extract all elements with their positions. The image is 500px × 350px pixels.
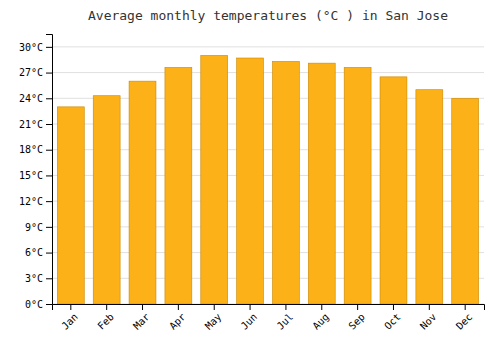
tick: 0°C [25,299,52,310]
tick: May [203,304,224,332]
tick: 9°C [25,222,52,233]
tick-label: Mar [131,311,152,332]
grid [52,47,484,304]
tick-mark [357,304,358,310]
bar [165,67,192,304]
tick-mark [250,304,251,310]
tick-mark [46,253,52,254]
bar [416,90,443,304]
tick-label: 24°C [19,93,43,104]
tick-mark [178,304,179,310]
tick: 18°C [19,144,52,155]
tick-mark [70,304,71,310]
tick: Oct [382,304,403,332]
bar [57,107,84,304]
tick-mark [429,304,430,310]
tick-mark [46,98,52,99]
tick-label: Oct [382,311,403,332]
tick-mark [106,304,107,310]
tick: 3°C [25,273,52,284]
x-axis: Jan Feb Mar Apr May Jun Jul Aug Sep Oct Nov Dec [53,304,485,332]
tick-label: 27°C [19,67,43,78]
tick: 21°C [19,119,52,130]
tick-mark [465,304,466,310]
tick-label: May [203,311,224,332]
tick: 24°C [19,93,52,104]
bar [344,67,371,304]
tick-label: 15°C [19,170,43,181]
title: Average monthly temperatures (°C ) in Sa… [88,8,448,23]
tick: Dec [454,304,475,332]
tick: Jan [59,304,80,332]
tick-label: 6°C [25,247,43,258]
axis-line [53,305,485,311]
tick-mark [46,227,52,228]
tick-mark [46,175,52,176]
tick: Jun [239,304,260,332]
tick: Aug [310,304,331,332]
tick: Feb [95,304,116,332]
tick-mark [46,201,52,202]
tick: Sep [346,304,367,332]
tick-label: 21°C [19,119,43,130]
tick-mark [214,304,215,310]
tick-label: Apr [167,311,188,332]
tick-mark [46,47,52,48]
tick: Nov [418,304,439,332]
bar [272,61,299,304]
tick-mark [321,304,322,310]
bar [452,98,479,304]
tick-label: 0°C [25,299,43,310]
tick-label: 30°C [19,42,43,53]
bar [93,96,120,304]
bar [308,63,335,304]
tick: Apr [167,304,188,332]
tick-mark [393,304,394,310]
chart: 0°C 3°C 6°C 9°C 12°C 15°C 18°C 21°C 24°C 27°C 30°C… [0,0,500,350]
tick-mark [46,124,52,125]
tick-label: 3°C [25,273,43,284]
tick-mark [46,304,52,305]
tick-label: Feb [95,311,116,332]
tick-label: 18°C [19,144,43,155]
axis-line [46,35,53,305]
tick-label: Nov [418,311,439,332]
bar [380,77,407,304]
tick-label: 9°C [25,222,43,233]
tick-mark [46,278,52,279]
tick: 6°C [25,247,52,258]
y-axis: 0°C 3°C 6°C 9°C 12°C 15°C 18°C 21°C 24°C 27°C 30°C [19,35,53,310]
tick: Jul [275,304,296,332]
grid-line [52,72,484,73]
tick-label: Jun [239,311,260,332]
tick-label: 12°C [19,196,43,207]
tick-label: Sep [346,311,367,332]
tick: 15°C [19,170,52,181]
grid-line [52,46,484,47]
bar [201,55,228,304]
tick-label: Aug [310,311,331,332]
tick: 30°C [19,42,52,53]
tick-mark [46,150,52,151]
tick: 27°C [19,67,52,78]
tick-mark [46,73,52,74]
bars [57,55,478,304]
tick-label: Dec [454,311,475,332]
tick: 12°C [19,196,52,207]
tick-label: Jan [59,311,80,332]
tick: Mar [131,304,152,332]
bar [129,81,156,304]
tick-label: Jul [275,311,296,332]
plot: 0°C 3°C 6°C 9°C 12°C 15°C 18°C 21°C 24°C 27°C 30°C… [19,35,485,332]
bar [237,58,264,304]
tick-mark [285,304,286,310]
tick-mark [142,304,143,310]
